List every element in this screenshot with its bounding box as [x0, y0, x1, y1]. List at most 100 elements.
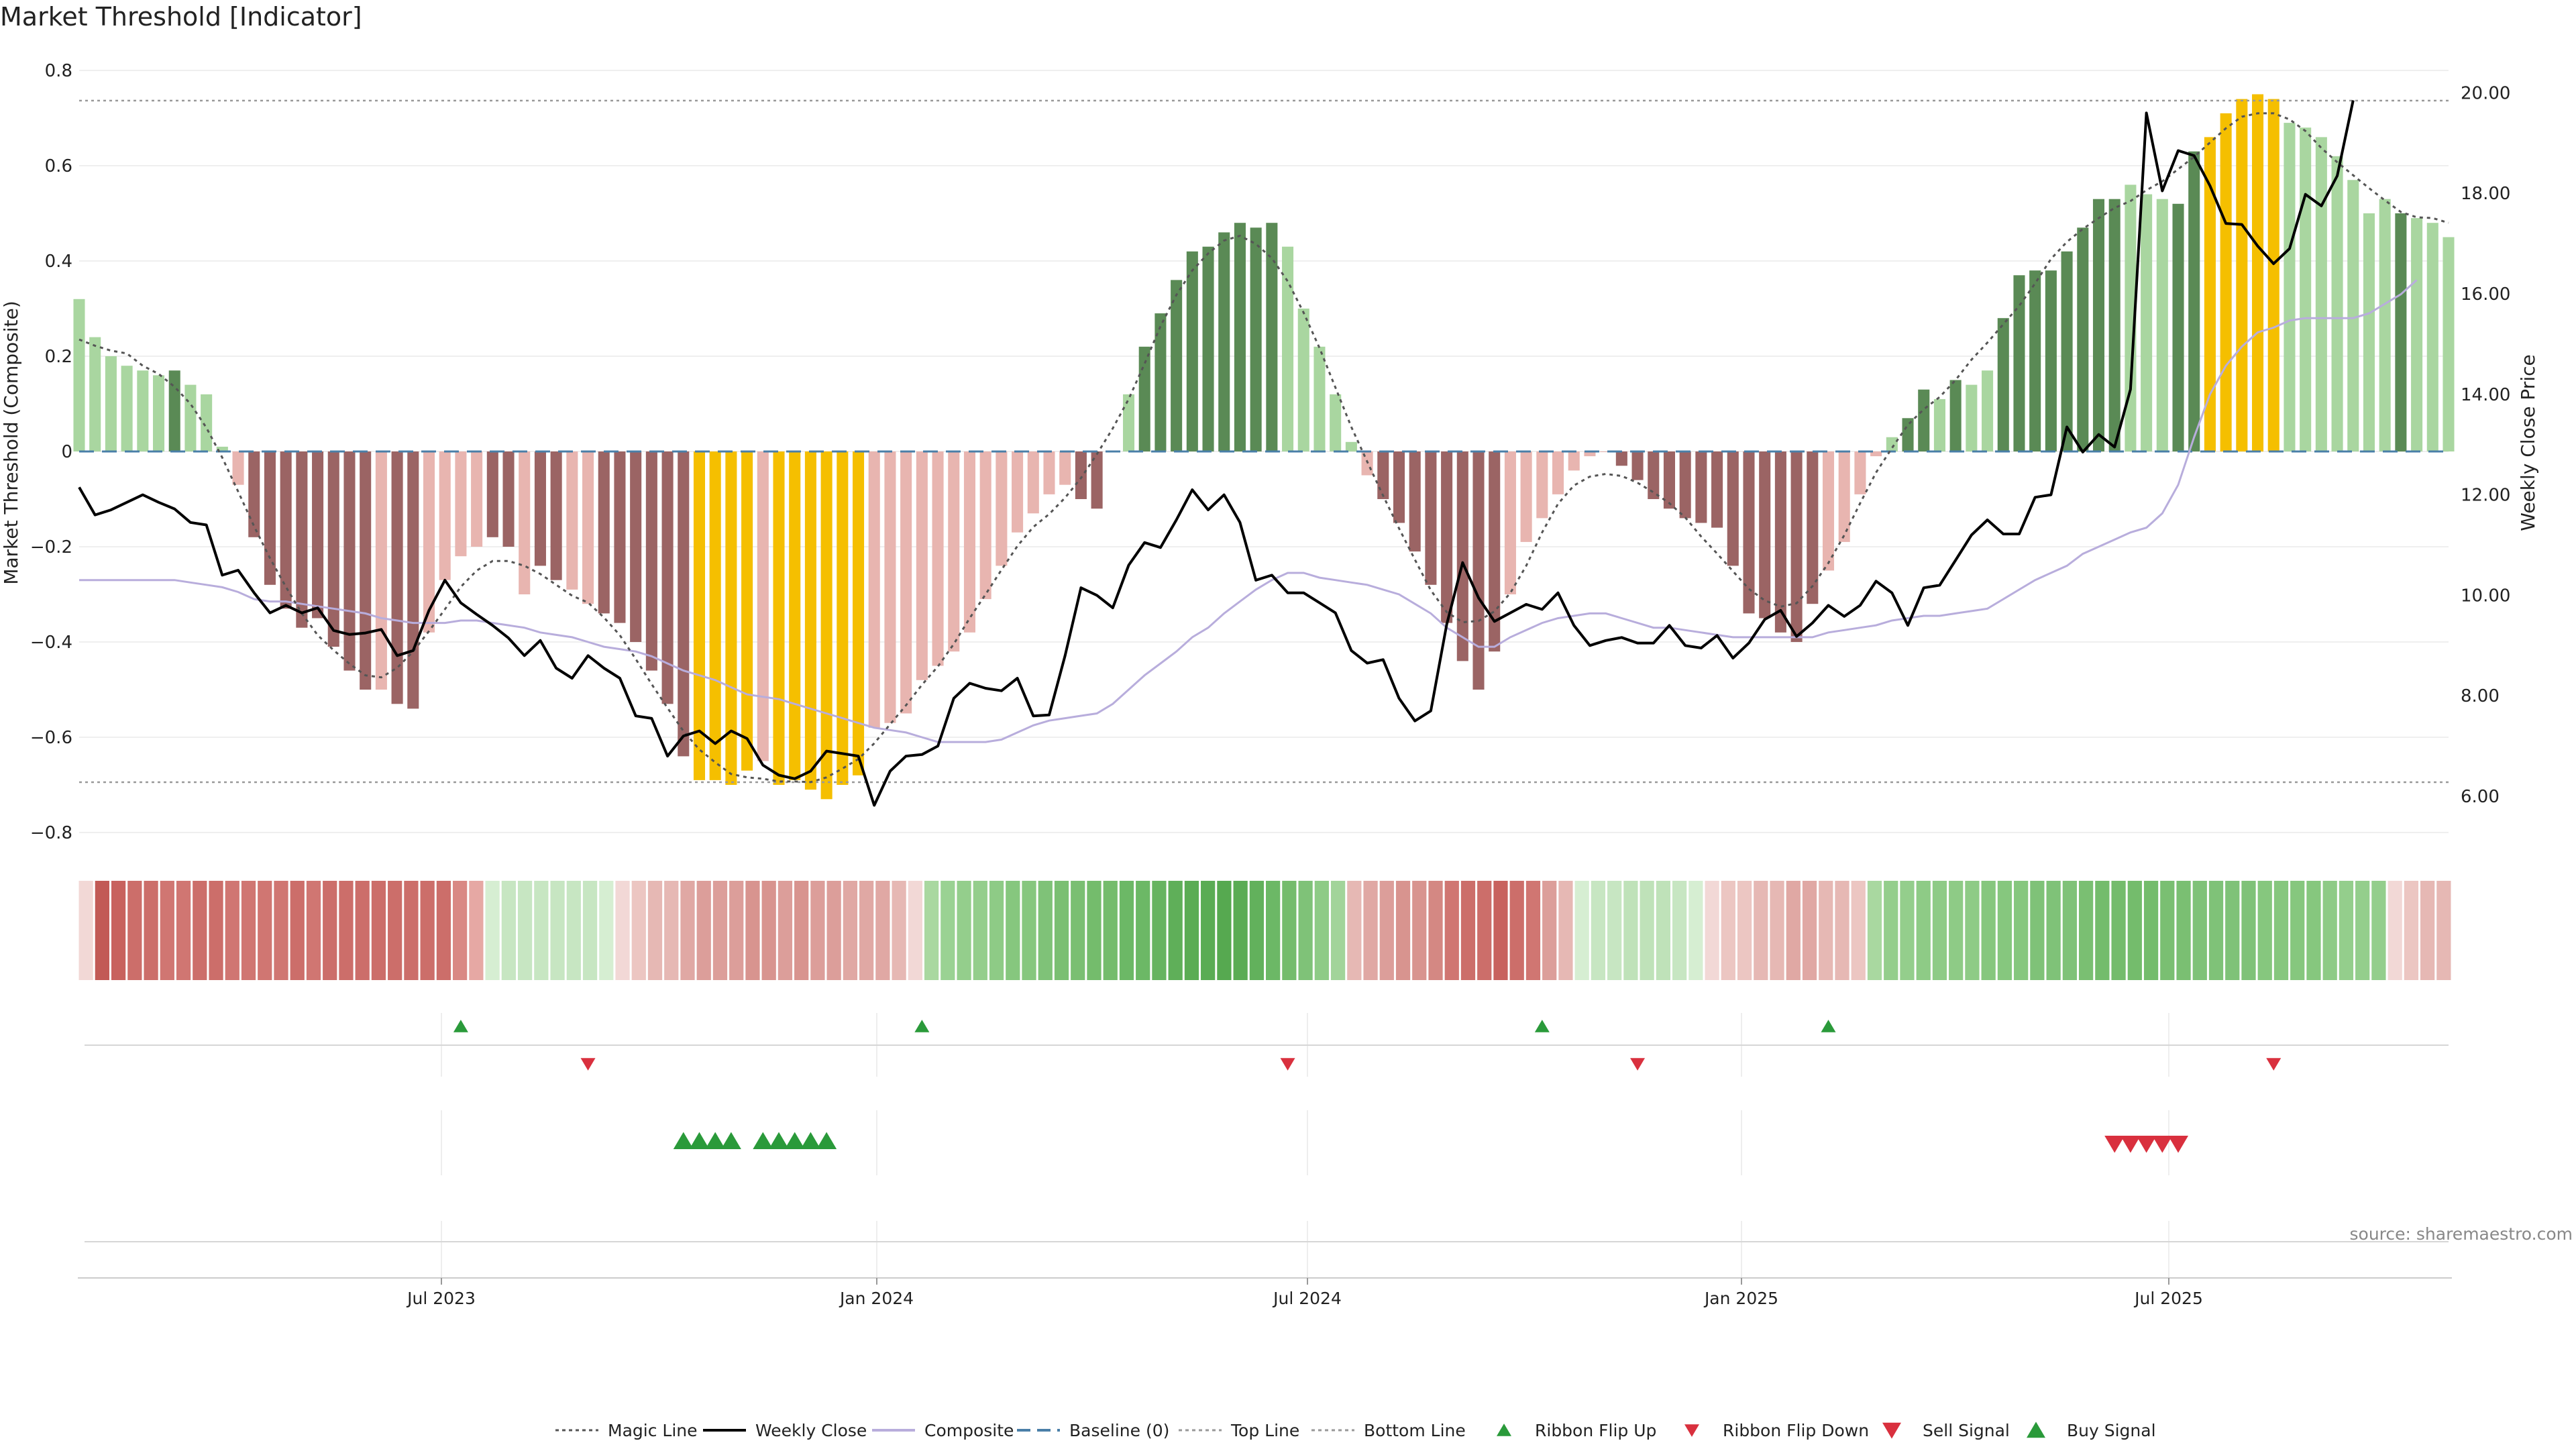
- composite-bar: [407, 451, 419, 709]
- ribbon-cell: [1184, 881, 1199, 980]
- legend-item: Buy Signal: [2027, 1421, 2156, 1440]
- composite-bar: [932, 451, 944, 666]
- ribbon-cell: [924, 881, 939, 980]
- ribbon-cell: [1558, 881, 1573, 980]
- buy-signal-marker: [800, 1132, 821, 1149]
- ribbon-cell: [2111, 881, 2126, 980]
- x-tick-label: Jul 2024: [1272, 1289, 1342, 1308]
- composite-bar: [1711, 451, 1723, 528]
- y-tick-left: −0.8: [30, 823, 72, 843]
- ribbon-cell: [1168, 881, 1183, 980]
- composite-bar: [2411, 218, 2423, 451]
- legend-item: Sell Signal: [1882, 1421, 2010, 1440]
- composite-bar: [661, 451, 674, 704]
- ribbon-cell: [550, 881, 565, 980]
- composite-bar: [1313, 346, 1326, 451]
- ribbon-flip-up-marker: [1821, 1020, 1836, 1032]
- composite-bar: [979, 451, 991, 600]
- legend-label: Sell Signal: [1923, 1421, 2010, 1440]
- composite-bar: [184, 384, 197, 451]
- composite-bar: [1202, 246, 1214, 451]
- composite-bar: [598, 451, 610, 614]
- composite-bar: [693, 451, 706, 780]
- y-axis-label-right: Weekly Close Price: [2517, 354, 2539, 531]
- ribbon-cell: [453, 881, 468, 980]
- ribbon-cell: [615, 881, 630, 980]
- composite-bar: [1297, 309, 1309, 451]
- y-axis-label-left: Market Threshold (Composite): [0, 301, 22, 584]
- ribbon-cell: [144, 881, 158, 980]
- ribbon-cell: [2420, 881, 2435, 980]
- legend-item: Magic Line: [555, 1421, 698, 1440]
- composite-bar: [725, 451, 737, 785]
- composite-bar: [884, 451, 896, 723]
- composite-bar: [2315, 137, 2327, 451]
- ribbon-cell: [274, 881, 288, 980]
- ribbon-cell: [258, 881, 272, 980]
- chart-lines: [78, 99, 2449, 807]
- ribbon-cell: [2192, 881, 2207, 980]
- ribbon-cell: [193, 881, 207, 980]
- ribbon-cell: [2030, 881, 2045, 980]
- composite-bar: [2172, 203, 2184, 451]
- composite-bar: [837, 451, 849, 785]
- ribbon-cell: [1071, 881, 1085, 980]
- ribbon-cell: [745, 881, 760, 980]
- composite-bar: [550, 451, 562, 580]
- legend-label: Ribbon Flip Down: [1723, 1421, 1869, 1440]
- composite-bar: [789, 451, 801, 780]
- ribbon-cell: [127, 881, 142, 980]
- composite-bar: [1631, 451, 1644, 480]
- ribbon-cell: [355, 881, 370, 980]
- composite-bar: [375, 451, 387, 690]
- y-tick-left: 0.4: [45, 252, 72, 272]
- ribbon-cell: [2257, 881, 2272, 980]
- composite-bar: [423, 451, 435, 633]
- composite-bar: [105, 356, 117, 451]
- buy-signal-marker: [673, 1132, 694, 1149]
- composite-bar: [1409, 451, 1421, 552]
- ribbon-cell: [290, 881, 305, 980]
- ribbon-cell: [323, 881, 337, 980]
- ribbon-cell: [566, 881, 581, 980]
- composite-bar: [121, 366, 133, 451]
- ribbon-cell: [306, 881, 321, 980]
- ribbon-cell: [1786, 881, 1801, 980]
- ribbon-cell: [892, 881, 906, 980]
- ribbon-cell: [1444, 881, 1459, 980]
- sell-signal-marker: [2168, 1136, 2189, 1153]
- ribbon-cell: [599, 881, 614, 980]
- ribbon-cell: [1672, 881, 1687, 980]
- composite-bar: [1520, 451, 1532, 542]
- ribbon-cell: [1087, 881, 1102, 980]
- composite-bar: [89, 337, 101, 451]
- y-tick-left: 0.6: [45, 156, 72, 176]
- composite-bar: [360, 451, 372, 690]
- composite-bar: [1615, 451, 1627, 466]
- composite-bar: [2077, 227, 2089, 451]
- composite-bar: [1091, 451, 1103, 509]
- composite-bar: [2141, 194, 2153, 451]
- ribbon-cell: [1688, 881, 1703, 980]
- buy-signal-marker: [816, 1132, 837, 1149]
- ribbon-cell: [1509, 881, 1524, 980]
- buy-signal-marker: [784, 1132, 805, 1149]
- composite-bar: [1790, 451, 1803, 642]
- composite-bar: [1743, 451, 1755, 614]
- composite-bar: [327, 451, 339, 647]
- ribbon-cell: [1298, 881, 1313, 980]
- ribbon-cell: [2339, 881, 2354, 980]
- composite-bar: [1727, 451, 1739, 566]
- ribbon-cell: [517, 881, 533, 980]
- composite-bar: [1345, 441, 1357, 451]
- legend-label: Baseline (0): [1069, 1421, 1169, 1440]
- composite-bar: [1807, 451, 1819, 604]
- ribbon-cell: [957, 881, 971, 980]
- composite-bar: [1584, 451, 1596, 457]
- ribbon-cell: [1656, 881, 1670, 980]
- ribbon-cell: [761, 881, 776, 980]
- ribbon-cell: [2208, 881, 2224, 980]
- sell-signal-marker: [2104, 1136, 2125, 1153]
- composite-bar: [1075, 451, 1087, 499]
- ribbon-cell: [647, 881, 663, 980]
